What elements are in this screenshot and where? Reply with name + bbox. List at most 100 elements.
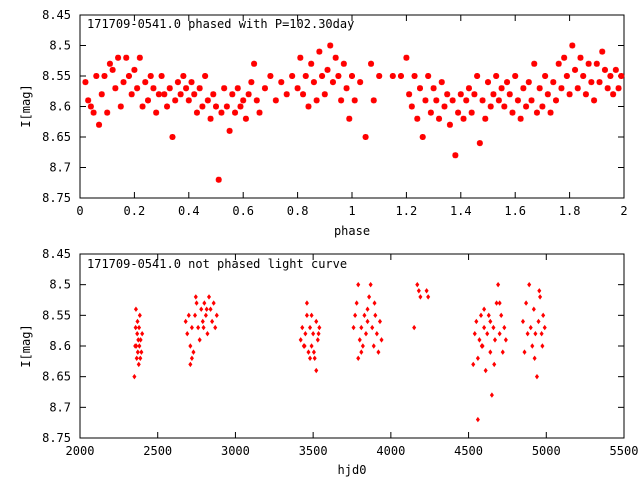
data-point — [197, 337, 202, 343]
data-point — [294, 85, 301, 92]
data-point — [522, 349, 527, 355]
data-point — [418, 294, 423, 300]
data-point — [133, 324, 138, 331]
y-tick-label: 8.7 — [49, 161, 71, 175]
data-point — [425, 73, 432, 79]
data-point — [96, 121, 103, 128]
data-point — [446, 121, 453, 128]
data-point — [472, 331, 477, 337]
chart-title: 171709-0541.0 not phased light curve — [87, 257, 347, 271]
data-point — [460, 115, 467, 122]
data-point — [525, 79, 532, 86]
data-point — [561, 54, 568, 61]
data-point — [504, 79, 511, 86]
data-point — [536, 318, 541, 325]
data-point — [142, 79, 149, 86]
data-point — [436, 115, 443, 122]
x-tick-label: 5000 — [532, 444, 561, 458]
data-point — [532, 355, 537, 361]
data-point — [376, 349, 381, 355]
data-point — [251, 60, 258, 67]
data-point — [193, 294, 198, 300]
data-point — [199, 103, 206, 110]
data-point — [463, 97, 470, 104]
chart-title: 171709-0541.0 phased with P=102.30day — [87, 17, 354, 31]
data-point — [138, 337, 143, 343]
data-point — [531, 306, 536, 312]
data-point — [188, 79, 195, 86]
data-point — [563, 73, 570, 79]
data-point — [204, 306, 209, 312]
data-point — [112, 85, 119, 92]
data-point — [135, 318, 140, 325]
data-point — [136, 54, 143, 61]
data-point — [180, 73, 187, 79]
data-point — [98, 91, 105, 98]
data-points — [132, 281, 547, 423]
raw-light-curve-panel: 171709-0541.0 not phased light curve hjd… — [19, 247, 638, 477]
data-point — [433, 97, 440, 104]
data-point — [534, 373, 539, 380]
x-tick-label: 3000 — [221, 444, 250, 458]
data-point — [242, 115, 249, 122]
data-point — [357, 337, 362, 343]
data-point — [574, 85, 581, 92]
data-point — [482, 306, 487, 312]
data-point — [368, 60, 375, 67]
data-point — [327, 42, 334, 49]
data-point — [417, 85, 423, 92]
data-point — [317, 324, 322, 331]
data-point — [223, 103, 230, 110]
data-point — [495, 97, 502, 104]
data-point — [471, 91, 478, 98]
data-point — [140, 331, 145, 337]
data-point — [311, 331, 316, 337]
data-point — [158, 73, 165, 79]
data-point — [234, 85, 241, 92]
data-point — [471, 361, 476, 368]
y-axis-title: I[mag] — [19, 84, 33, 127]
data-point — [389, 73, 396, 79]
x-tick-label: 1.8 — [559, 204, 581, 218]
data-point — [479, 343, 484, 349]
data-point — [309, 312, 314, 319]
data-point — [202, 73, 209, 79]
data-point — [232, 109, 239, 116]
data-point — [215, 176, 222, 183]
data-point — [134, 343, 139, 349]
data-point — [256, 109, 263, 116]
data-point — [367, 294, 372, 300]
data-point — [106, 60, 113, 67]
data-point — [131, 66, 138, 73]
data-point — [338, 97, 345, 104]
data-point — [371, 343, 376, 349]
data-point — [196, 85, 203, 92]
data-point — [493, 73, 500, 79]
data-point — [133, 306, 138, 312]
data-point — [478, 312, 484, 319]
data-point — [365, 306, 370, 312]
data-point — [370, 324, 375, 331]
data-point — [360, 343, 365, 349]
x-axis-title: phase — [334, 224, 370, 238]
data-point — [311, 349, 316, 355]
data-point — [368, 281, 373, 288]
data-point — [161, 91, 168, 98]
data-point — [115, 54, 122, 61]
data-point — [353, 312, 358, 319]
data-point — [373, 312, 378, 319]
data-point — [488, 349, 493, 355]
y-tick-label: 8.65 — [42, 130, 71, 144]
data-point — [135, 331, 140, 337]
data-point — [267, 73, 274, 79]
data-point — [530, 343, 535, 349]
data-point — [82, 79, 89, 86]
data-point — [164, 103, 171, 110]
data-point — [377, 318, 383, 325]
data-point — [194, 300, 199, 306]
data-point — [189, 324, 194, 331]
x-tick-label: 1.4 — [450, 204, 472, 218]
data-point — [304, 312, 309, 319]
data-point — [538, 294, 543, 300]
